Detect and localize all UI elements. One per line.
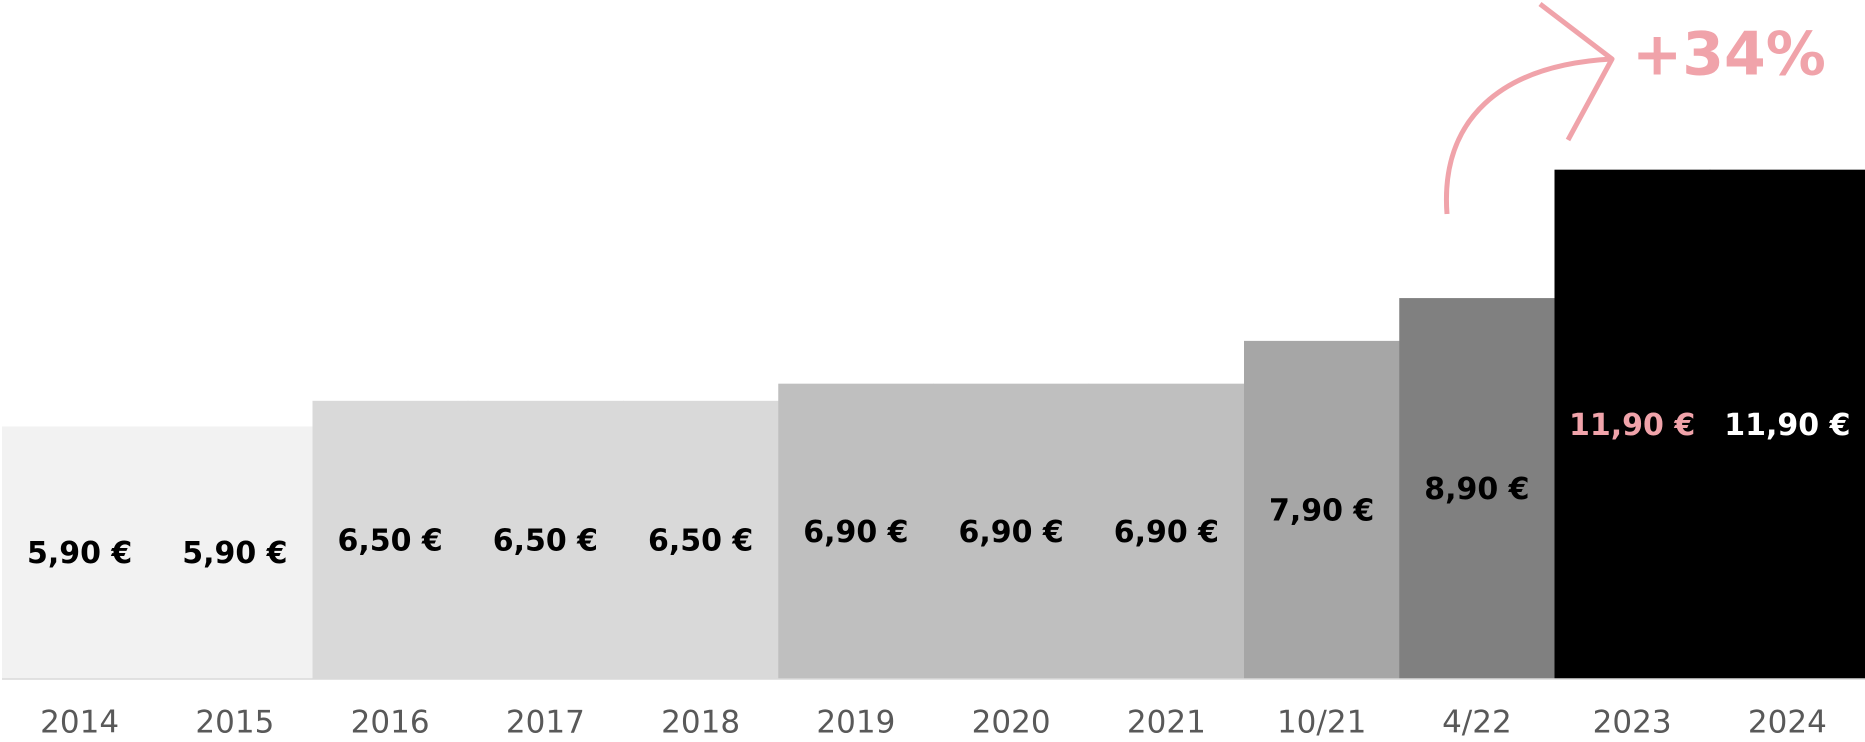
bar [2,426,158,679]
bar [157,426,313,679]
x-tick-label: 10/21 [1277,705,1366,741]
bar [312,400,469,679]
x-tick-label: 2018 [661,705,740,741]
bar [778,383,934,679]
bar [933,383,1090,679]
data-label: 5,90 € [27,536,132,571]
annotation-arrowhead [1538,2,1615,142]
data-label: 6,90 € [803,515,908,550]
data-label: 6,90 € [958,515,1063,550]
data-label: 11,90 € [1569,408,1695,443]
bar [1709,169,1865,679]
bar [1399,298,1555,679]
data-label: 11,90 € [1724,408,1850,443]
bar [1244,340,1400,679]
x-tick-label: 2023 [1593,705,1672,741]
x-tick-label: 2020 [972,705,1051,741]
data-label: 6,90 € [1114,515,1219,550]
data-label: 6,50 € [337,523,442,558]
data-label: 6,50 € [648,523,753,558]
data-label: 7,90 € [1269,493,1374,528]
bar [467,400,624,679]
annotation-arrow [1443,56,1613,215]
x-tick-label: 2017 [506,705,585,741]
annotation: +34% [1632,20,1826,90]
x-tick-label: 2021 [1127,705,1206,741]
bar [1554,169,1711,679]
x-tick-label: 2014 [40,705,119,741]
x-tick-label: 2016 [351,705,430,741]
x-tick-label: 2015 [195,705,274,741]
data-label: 6,50 € [493,523,598,558]
x-tick-label: 4/22 [1442,705,1512,741]
x-tick-label: 2019 [816,705,895,741]
x-tick-label: 2024 [1748,705,1827,741]
bar [1088,383,1245,679]
bar [623,400,779,679]
data-label: 8,90 € [1424,472,1529,507]
data-label: 5,90 € [182,536,287,571]
